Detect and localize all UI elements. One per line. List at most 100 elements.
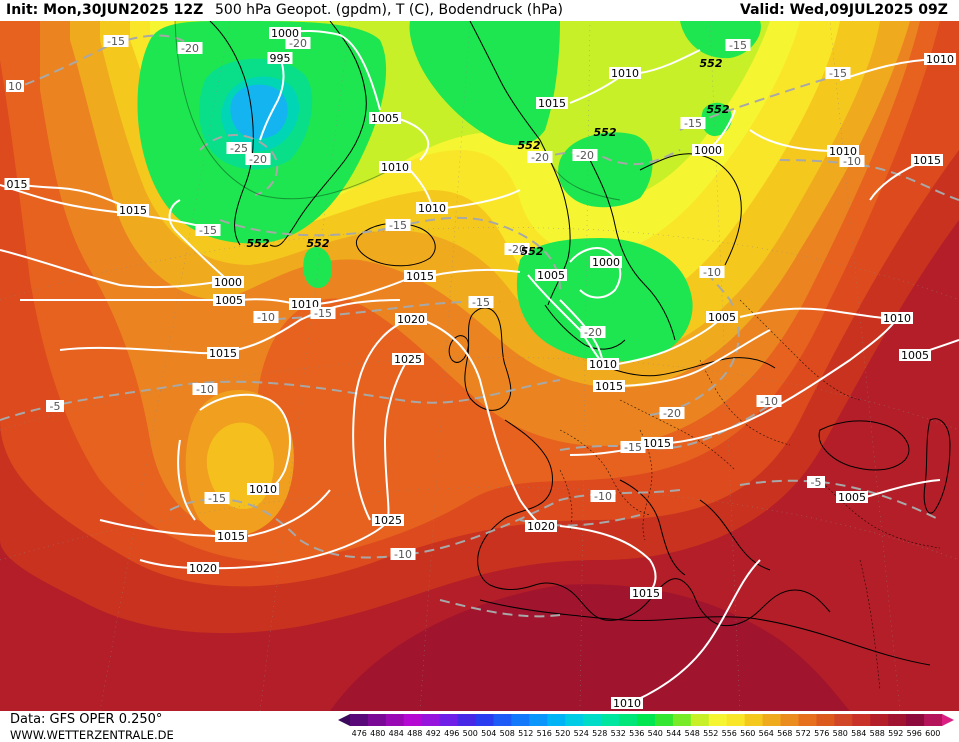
colorbar-tick-label: 552 [703,729,718,738]
valid-time: Valid: Wed,09JUL2025 09Z [740,2,948,18]
isobar-label: 1000 [269,27,301,40]
geopotential-label: 552 [247,237,270,250]
isobar-label: 1025 [372,514,404,527]
temperature-label: -20 [285,37,311,50]
isobar-label-text: 1010 [611,67,639,80]
med-coast [619,479,771,576]
isobar-label: 1015 [641,437,673,450]
weather-map: 1000 995 1010 1010 1015 1005 1000 1010 1015 1010 0… [0,21,959,711]
field-green-iceland [303,247,332,288]
isobar-label-text: 1020 [189,562,217,575]
temperature-label: -15 [825,67,851,80]
temperature-label: -20 [580,326,606,339]
colorbar-swatch [798,714,817,726]
colorbar-swatch [493,714,512,726]
isobar-label-text: 1000 [271,27,299,40]
chart-title: 500 hPa Geopot. (gpdm), T (C), Bodendruc… [215,2,563,18]
isobar-label-text: 1010 [381,161,409,174]
geopotential-label: 552 [518,139,541,152]
isobar-label: 1015 [404,270,436,283]
colorbar-tick-label: 520 [555,729,570,738]
colorbar-tick-label: 484 [389,729,404,738]
isobar-label: 1015 [207,347,239,360]
colorbar-tick-label: 480 [370,729,385,738]
temperature-label-text: -10 [196,383,214,396]
colorbar-tick-label: 560 [740,729,755,738]
colorbar-tick-label: 536 [629,729,644,738]
colorbar-tick-label: 548 [685,729,700,738]
colorbar-tick-label: 496 [444,729,459,738]
data-source: Data: GFS OPER 0.250° [10,712,163,727]
isobar-label-text: 1005 [901,349,929,362]
isobar-label-text: 1010 [926,53,954,66]
colorbar-tick-label: 524 [574,729,589,738]
temperature-label: -20 [527,151,553,164]
isobar-label-text: 1005 [371,112,399,125]
isobar-label-text: 1005 [537,269,565,282]
colorbar-swatch [583,714,602,726]
temperature-label: -10 [756,395,782,408]
temperature-label: -10 [699,266,725,279]
isobar-label-text: 1020 [527,520,555,533]
isobar-label-text: 1005 [708,311,736,324]
isobar-label: 1015 [593,380,625,393]
colorbar-swatch [708,714,728,726]
colorbar-tick-label: 588 [870,729,885,738]
chart-header: Init: Mon,30JUN2025 12Z 500 hPa Geopot. … [0,0,959,21]
colorbar-tick-label: 500 [463,729,478,738]
isobar-label: 1005 [836,491,868,504]
colorbar-swatch [439,714,459,726]
temperature-label: -10 [390,548,416,561]
temperature-label: -10 [590,490,616,503]
isobar-label-text: 1025 [394,353,422,366]
isobar-label-text: 1005 [838,491,866,504]
geopotential-label: 552 [594,126,617,139]
website-credit: WWW.WETTERZENTRALE.DE [10,728,174,742]
isobar-label: 1020 [187,562,219,575]
colorbar-swatch [816,714,835,726]
isobar-label: 1005 [213,294,245,307]
colorbar-swatch [924,714,943,726]
temperature-label: -10 [839,155,865,168]
temperature-label-text: -10 [703,266,721,279]
isobar-label: 1015 [117,204,149,217]
isobar-label-text: 1005 [215,294,243,307]
colorbar-swatch [421,714,441,726]
isobar-label: 1010 [379,161,411,174]
colorbar-swatch [690,714,710,726]
isobar-label: 1020 [525,520,557,533]
colorbar-swatch [870,714,889,726]
isobar-label: 015 [4,178,30,191]
colorbar-tick-label: 592 [888,729,903,738]
temperature-label: -20 [177,42,203,55]
temperature-label: -15 [195,224,221,237]
colorbar-swatch [403,714,423,726]
coastlines [209,21,951,666]
colorbar-swatch [672,714,692,726]
isobar-label: 1010 [609,67,641,80]
colorbar-tick-label: 580 [833,729,848,738]
colorbar-arrow-left [338,714,350,726]
colorbar-tick-label: 564 [759,729,774,738]
colorbar-swatch [906,714,925,726]
isobar-label: 995 [267,52,293,65]
isobar-label: 1015 [911,154,943,167]
sweden-finland-coast [589,153,742,341]
colorbar-swatch [888,714,907,726]
temperature-label: -15 [103,35,129,48]
geopotential-contours [174,21,621,201]
isobar-label-text: 1010 [829,145,857,158]
temperature-label-text: 10 [8,80,22,93]
colorbar-tick-label: 516 [537,729,552,738]
graticule [0,21,959,711]
temperature-label-text: -15 [684,117,702,130]
caspian-coast [923,418,951,514]
colorbar-swatch [511,714,530,726]
colorbar-tick-label: 512 [518,729,533,738]
geopotential-label-layer: 552 552 552 552 552 552 552 [247,57,730,258]
field-592 [330,584,850,711]
colorbar-swatch [547,714,566,726]
colorbar-swatch [475,714,495,726]
isobar-label-text: 1025 [374,514,402,527]
isobar-label: 1000 [212,276,244,289]
